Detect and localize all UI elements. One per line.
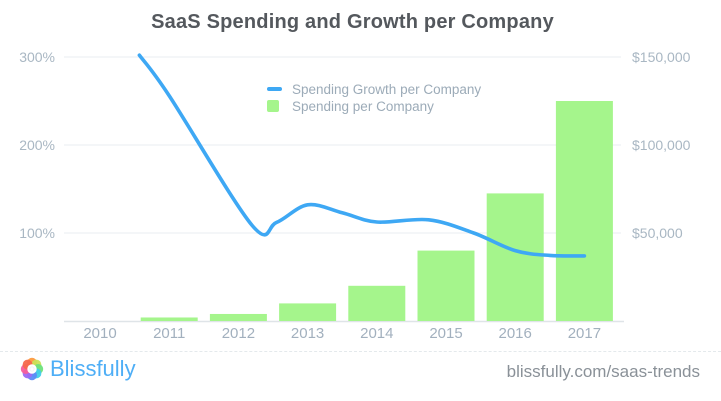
chart-title: SaaS Spending and Growth per Company xyxy=(151,11,554,33)
chart-legend: Spending Growth per Company Spending per… xyxy=(267,81,482,114)
bar-2013 xyxy=(279,303,337,321)
footer-url[interactable]: blissfully.com/saas-trends xyxy=(506,362,700,381)
x-axis-label-2011: 2011 xyxy=(153,325,185,342)
legend-item-spending: Spending per Company xyxy=(267,98,481,114)
brand-name: Blissfully xyxy=(50,356,136,381)
x-axis-label-2012: 2012 xyxy=(222,325,255,342)
x-axis-label-2015: 2015 xyxy=(429,325,462,342)
bar-2017 xyxy=(555,101,613,321)
bar-2012 xyxy=(209,313,267,321)
x-axis-label-2014: 2014 xyxy=(360,325,393,342)
x-axis-label-2017: 2017 xyxy=(568,325,601,342)
bar-2015 xyxy=(417,250,475,321)
chart-canvas: 100% 200% 300% $50,000 $100,000 $150,000 2010 2… xyxy=(19,49,691,342)
footer-divider xyxy=(0,351,721,352)
x-axis-label-2013: 2013 xyxy=(291,325,324,342)
x-axis-label-2010: 2010 xyxy=(83,325,116,342)
legend-item-growth: Spending Growth per Company xyxy=(267,81,482,97)
left-axis-tick-label: 200% xyxy=(19,137,55,153)
left-axis-tick-label: 300% xyxy=(19,49,55,65)
blissfully-flower-icon xyxy=(20,357,44,381)
bar-2016 xyxy=(486,193,544,321)
square-swatch-icon xyxy=(267,100,283,112)
x-axis-label-2016: 2016 xyxy=(499,325,532,342)
blissfully-logo-link[interactable]: Blissfully xyxy=(20,356,136,382)
bar-2011 xyxy=(140,317,198,321)
left-axis-tick-label: 100% xyxy=(19,225,55,241)
right-axis-tick-label: $50,000 xyxy=(632,225,683,241)
line-swatch-icon xyxy=(267,87,283,91)
legend-label-growth: Spending Growth per Company xyxy=(292,81,482,97)
right-axis-tick-label: $100,000 xyxy=(632,137,691,153)
growth-line xyxy=(137,53,587,258)
legend-label-spending: Spending per Company xyxy=(292,98,434,114)
bar-2014 xyxy=(348,285,406,321)
right-axis-tick-label: $150,000 xyxy=(632,49,691,65)
